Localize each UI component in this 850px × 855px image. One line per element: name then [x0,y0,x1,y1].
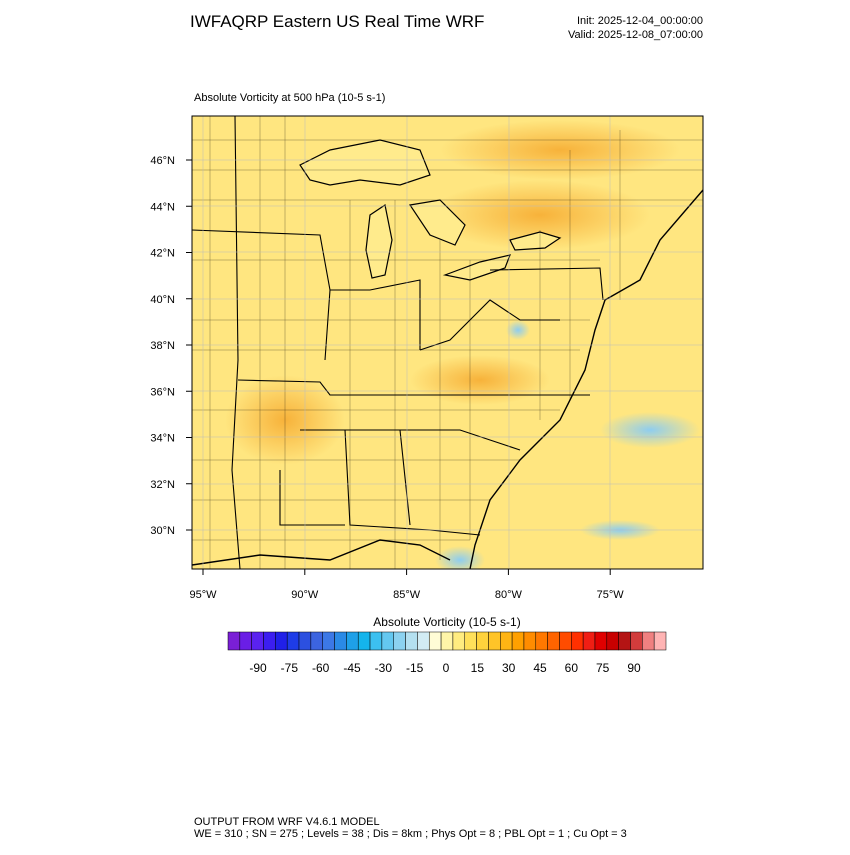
colorbar-swatch [559,631,572,651]
colorbar-swatch [239,631,252,651]
footer-line: WE = 310 ; SN = 275 ; Levels = 38 ; Dis … [194,828,627,840]
colorbar-swatch [263,631,276,651]
colorbar-swatch [594,631,608,651]
lon-label: 85°W [393,589,421,601]
init-time: Init: 2025-12-04_00:00:00 [577,15,703,27]
colorbar-swatch [500,631,513,651]
colorbar-swatch [346,631,359,651]
lat-label: 34°N [150,433,175,445]
colorbar-swatch [606,631,619,651]
map-frame [191,115,704,570]
colorbar-swatch [286,631,300,651]
lat-label: 44°N [150,201,175,213]
colorbar-swatch [642,631,655,651]
colorbar-swatch [440,631,454,651]
colorbar-swatch [417,631,430,651]
colorbar-swatch [618,631,631,651]
colorbar-swatch [428,631,442,651]
lon-label: 90°W [291,589,319,601]
colorbar-label: -60 [312,661,330,675]
colorbar-swatch [275,631,288,651]
colorbar-swatch [535,631,548,651]
colorbar-label: -30 [375,661,393,675]
colorbar-swatch [369,631,383,651]
footer-line: OUTPUT FROM WRF V4.6.1 MODEL [194,816,380,828]
colorbar-swatch [357,631,371,651]
colorbar-swatch [405,631,418,651]
colorbar-swatch [630,631,643,651]
lon-label: 75°W [597,589,625,601]
colorbar-label: -90 [249,661,267,675]
colorbar-swatch [452,631,466,651]
colorbar-label: -15 [406,661,424,675]
colorbar-swatch [227,631,241,651]
colorbar-swatch [298,631,312,651]
colorbar-swatch [381,631,394,651]
colorbar-swatch [393,631,406,651]
colorbar-swatch [251,631,264,651]
map [192,116,703,569]
colorbar-swatch [322,631,335,651]
colorbar-swatch [511,631,525,651]
colorbar-label: 0 [443,661,450,675]
colorbar-swatch [571,631,584,651]
colorbar-swatch [334,631,347,651]
colorbar-swatch [523,631,537,651]
lon-label: 80°W [495,589,523,601]
colorbar-label: 30 [502,661,516,675]
lat-label: 42°N [150,248,175,260]
colorbar-swatch [547,631,560,651]
lat-label: 30°N [150,525,175,537]
lat-label: 36°N [150,386,175,398]
lat-label: 38°N [150,340,175,352]
colorbar-label: 90 [627,661,641,675]
colorbar-swatch [310,631,323,651]
colorbar-label: 45 [533,661,547,675]
lat-label: 40°N [150,294,175,306]
colorbar-swatch [488,631,501,651]
colorbar-swatch [464,631,477,651]
lat-label: 46°N [150,155,175,167]
map-subtitle: Absolute Vorticity at 500 hPa (10-5 s-1) [194,92,385,104]
colorbar-label: 60 [565,661,579,675]
colorbar-swatch [582,631,596,651]
colorbar-label: -75 [281,661,299,675]
colorbar-label: -45 [343,661,361,675]
lon-label: 95°W [189,589,217,601]
colorbar-swatch [653,631,667,651]
valid-time: Valid: 2025-12-08_07:00:00 [568,29,703,41]
colorbar-label: 75 [596,661,610,675]
colorbar-label: 15 [471,661,485,675]
colorbar-swatch [476,631,489,651]
title: IWFAQRP Eastern US Real Time WRF [190,12,484,31]
colorbar-title: Absolute Vorticity (10-5 s-1) [373,615,520,629]
lat-label: 32°N [150,479,175,491]
